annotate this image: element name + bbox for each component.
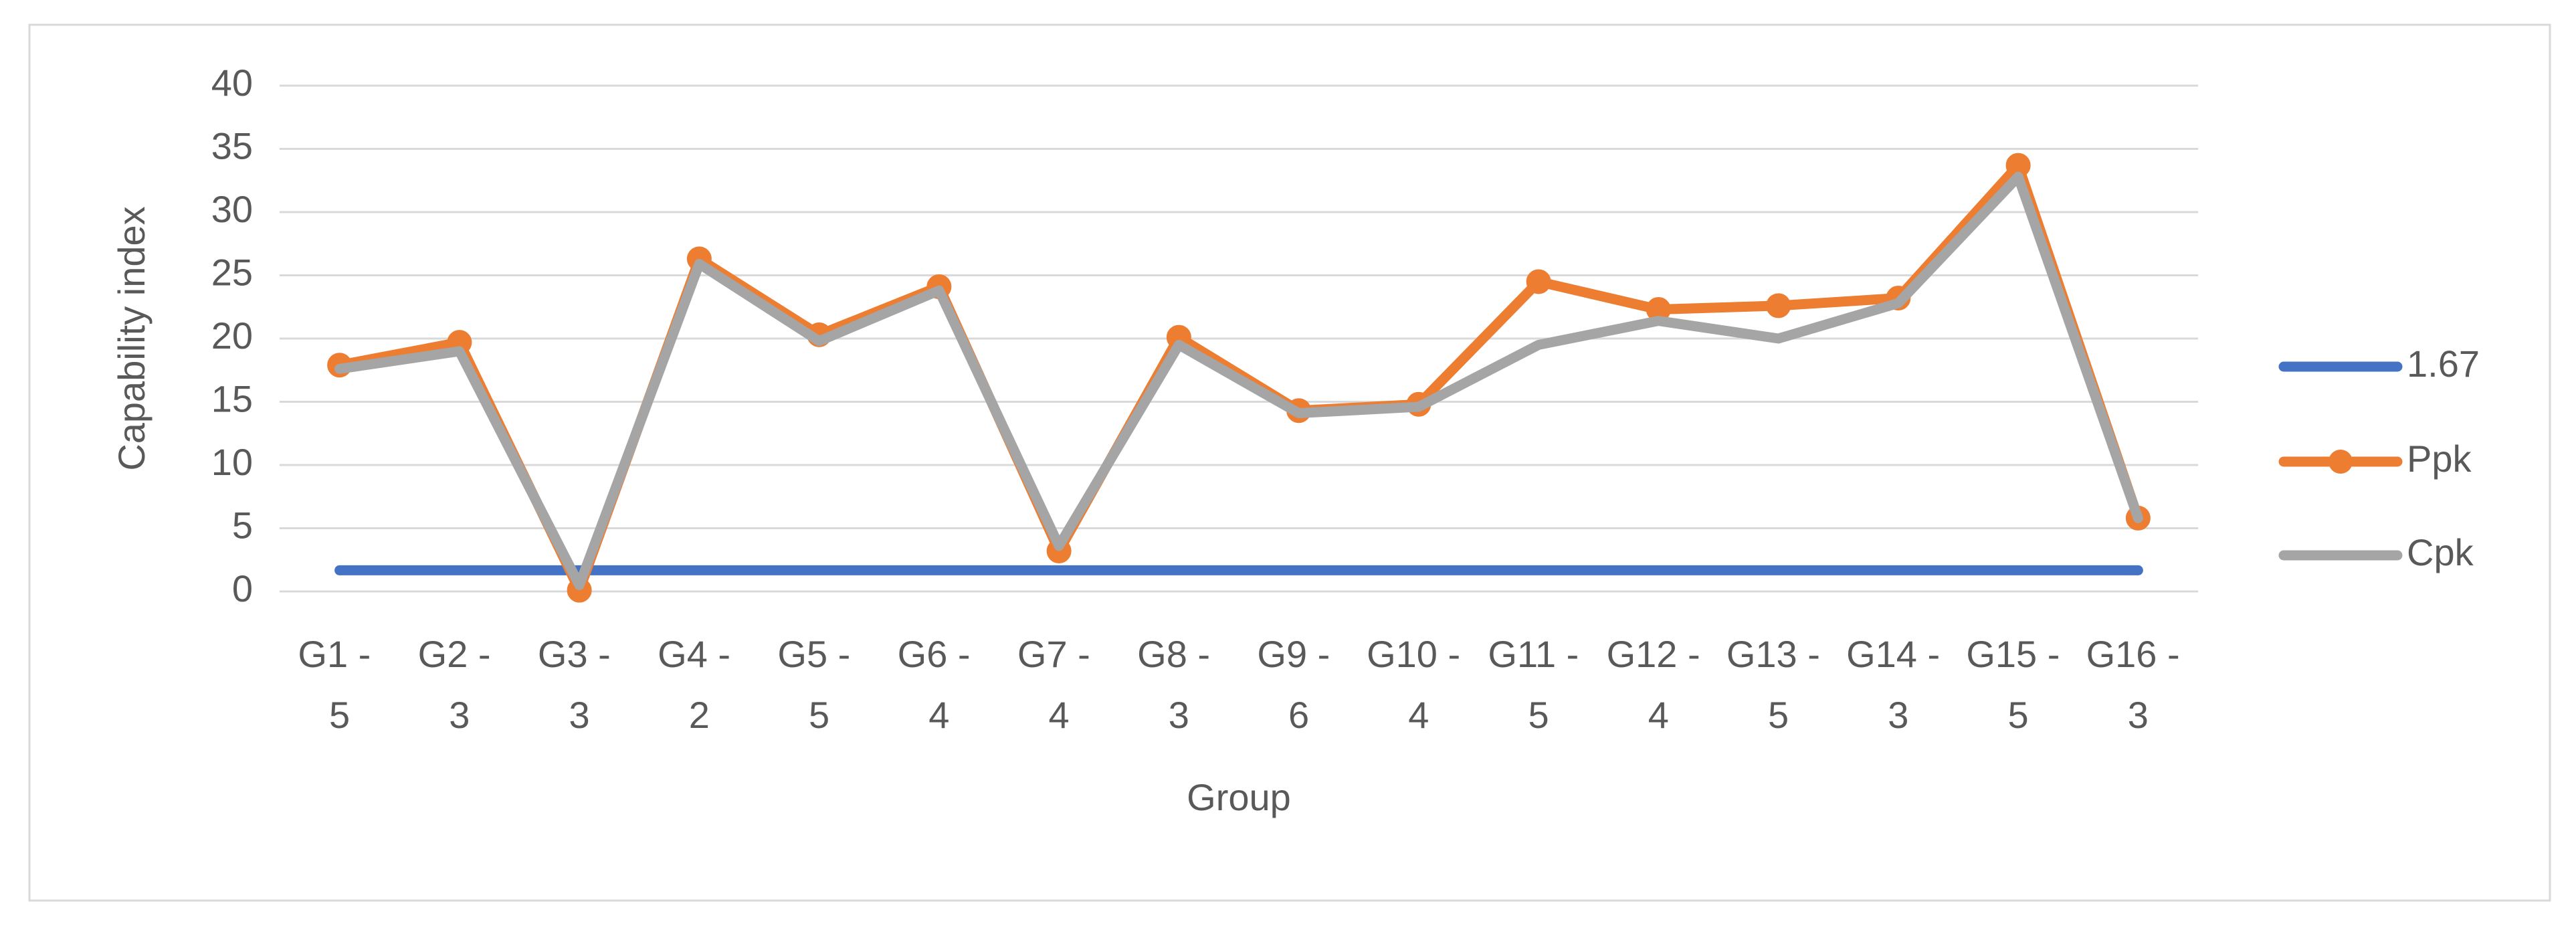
x-tick-label: G9 - 6 (1257, 633, 1340, 736)
x-tick-label: G5 - 5 (777, 633, 860, 736)
x-axis-title: Group (1187, 776, 1291, 818)
x-tick-label: G2 - 3 (418, 633, 501, 736)
x-tick-label: G13 - 5 (1726, 633, 1831, 736)
x-tick-label: G1 - 5 (298, 633, 381, 736)
series-marker (1526, 269, 1551, 294)
y-tick-label: 40 (211, 62, 253, 104)
series-marker (1766, 293, 1791, 318)
x-tick-label: G7 - 4 (1017, 633, 1100, 736)
x-tick-label: G8 - 3 (1137, 633, 1220, 736)
legend-label: Cpk (2407, 531, 2474, 573)
x-tick-label: G15 - 5 (1966, 633, 2070, 736)
y-tick-label: 25 (211, 251, 253, 293)
x-tick-label: G6 - 4 (898, 633, 981, 736)
x-tick-label: G4 - 2 (658, 633, 740, 736)
y-tick-label: 5 (232, 504, 253, 546)
x-tick-label: G10 - 4 (1367, 633, 1471, 736)
y-tick-label: 0 (232, 567, 253, 610)
x-tick-label: G12 - 4 (1607, 633, 1711, 736)
y-tick-label: 30 (211, 188, 253, 230)
x-tick-label: G3 - 3 (538, 633, 621, 736)
x-tick-label: G14 - 3 (1846, 633, 1951, 736)
legend-marker (2329, 450, 2353, 474)
y-tick-label: 10 (211, 441, 253, 483)
chart-border (28, 23, 2551, 902)
legend-label: 1.67 (2407, 343, 2480, 385)
x-tick-label: G11 - 5 (1488, 633, 1589, 736)
x-tick-label: G16 - 3 (2086, 633, 2191, 736)
y-tick-label: 20 (211, 314, 253, 357)
legend-label: Ppk (2407, 438, 2472, 480)
series-line (334, 171, 2143, 591)
y-axis-title: Capability index (110, 206, 153, 470)
y-tick-label: 35 (211, 124, 253, 167)
y-tick-label: 15 (211, 377, 253, 420)
